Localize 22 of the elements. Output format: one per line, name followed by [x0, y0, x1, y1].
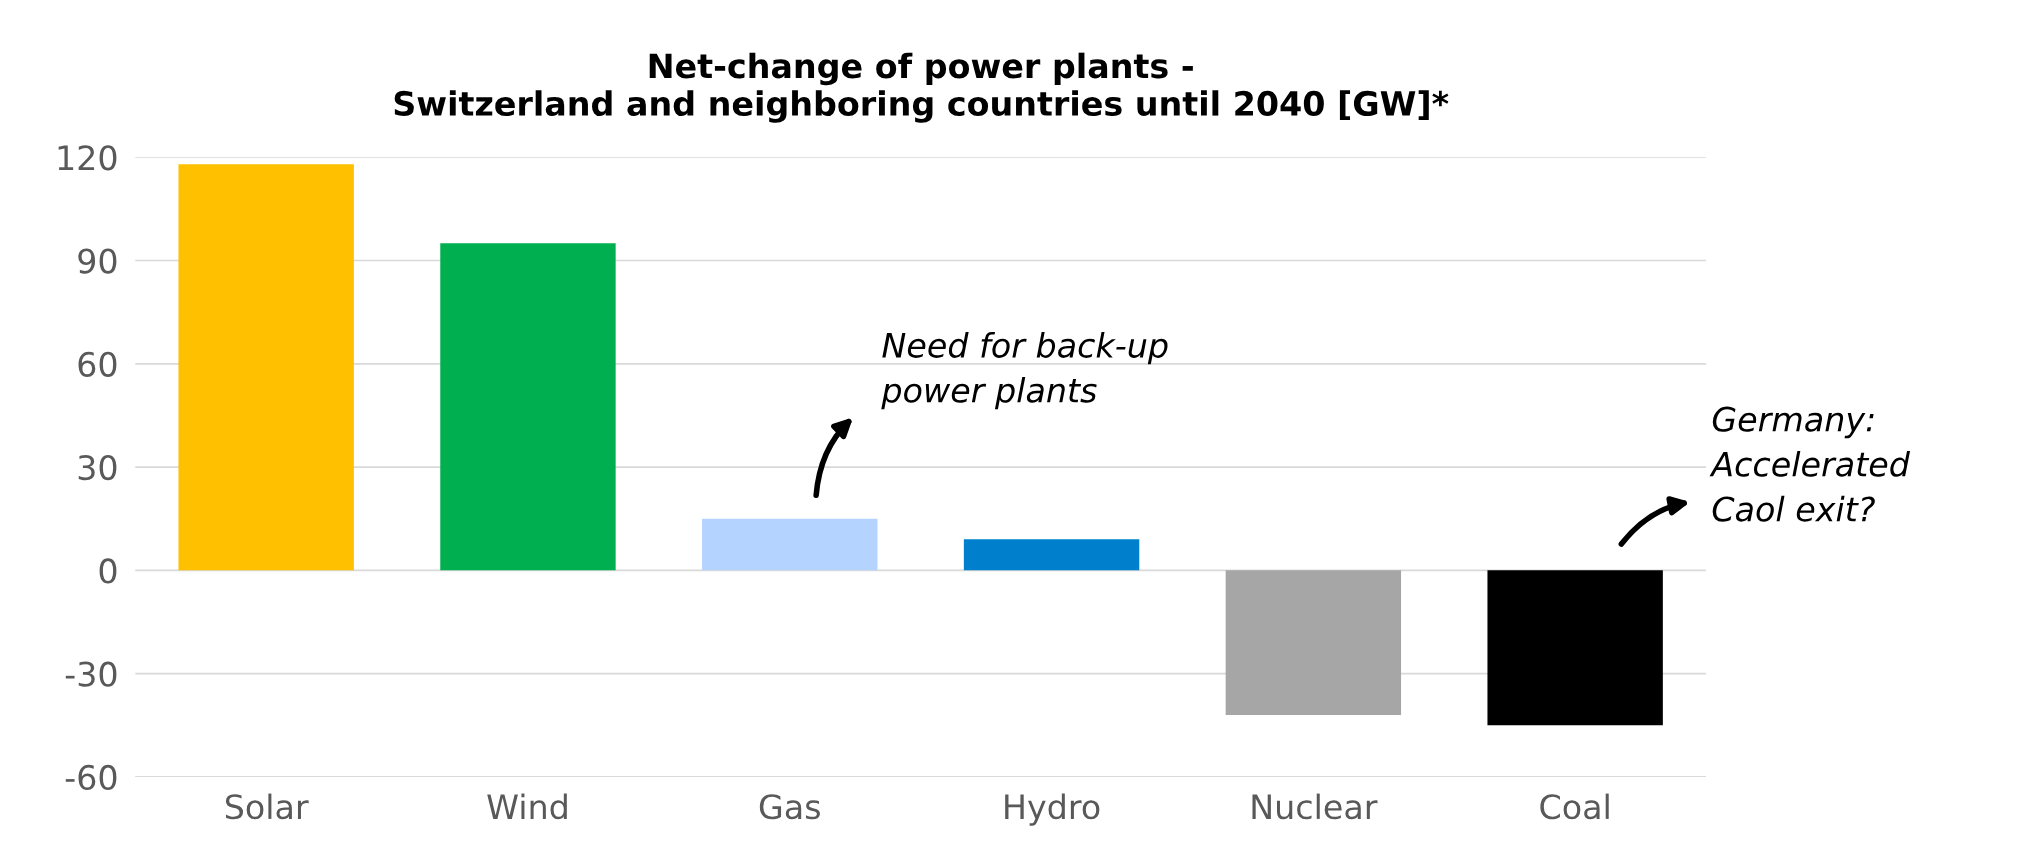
- y-tick-label: -30: [65, 661, 117, 687]
- bar: [440, 243, 616, 571]
- x-tick-label: Wind: [487, 793, 567, 820]
- y-tick-label: 0: [99, 558, 117, 584]
- bar: [963, 539, 1140, 571]
- chart-title: Net-change of power plants - Switzerland and neighboring countries until 2040 [GW]*: [394, 52, 1449, 123]
- y-tick-label: 30: [78, 455, 117, 481]
- x-tick-label: Hydro: [1005, 793, 1100, 826]
- y-tick-label: 90: [78, 248, 117, 274]
- annotation: Need for back-up power plants: [881, 332, 1168, 410]
- bar: [1487, 570, 1663, 726]
- y-tick-label: 60: [78, 351, 117, 377]
- bar: [178, 164, 354, 571]
- y-tick-label: 120: [58, 145, 117, 171]
- x-tick-label: Coal: [1540, 793, 1609, 820]
- x-tick-label: Gas: [759, 794, 820, 820]
- text: Germany: Accelerated Caol exit?: [1709, 406, 1911, 522]
- y-tick-label: -60: [65, 764, 117, 791]
- x-tick-label: Solar: [225, 793, 309, 820]
- bar: [1225, 570, 1402, 715]
- x-tick-label: Nuclear: [1252, 793, 1378, 820]
- bar: [702, 518, 878, 571]
